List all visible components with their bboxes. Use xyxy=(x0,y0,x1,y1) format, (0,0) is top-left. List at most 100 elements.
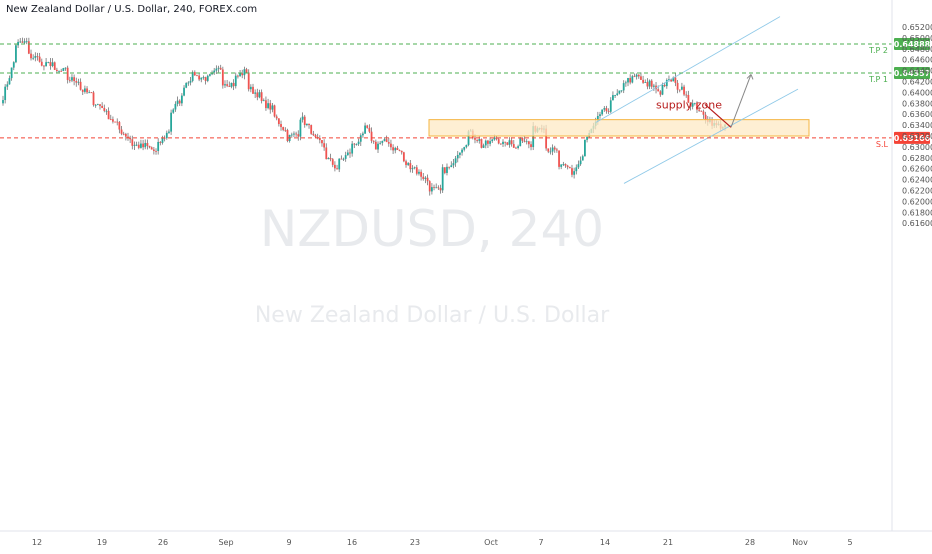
candle-body xyxy=(96,104,99,106)
candle-body xyxy=(430,187,433,192)
candle-body xyxy=(157,141,160,152)
price-levels: T.P 2 0.64888 T.P 1 0.64357 S.L 0.63166 xyxy=(0,38,931,149)
candle-body xyxy=(340,158,343,160)
candle-body xyxy=(191,72,194,81)
candle-body xyxy=(116,121,119,123)
candle-body xyxy=(282,127,285,130)
candle-body xyxy=(198,75,201,80)
candle-body xyxy=(43,65,45,67)
level-price-value: 0.64888 xyxy=(894,40,931,49)
candle-body xyxy=(616,93,619,96)
candle-body xyxy=(420,171,423,177)
candle-body xyxy=(308,123,310,126)
candle-body xyxy=(310,125,313,134)
candle-body xyxy=(693,103,696,105)
candle-body xyxy=(532,126,535,148)
candle-body xyxy=(478,139,481,141)
candle-body xyxy=(323,143,326,148)
candle-body xyxy=(521,137,524,141)
candle-body xyxy=(290,134,293,136)
candle-body xyxy=(262,100,265,102)
candle-body xyxy=(150,147,153,150)
candle-body xyxy=(144,142,147,148)
candle-body xyxy=(424,177,427,179)
candle-body xyxy=(549,151,552,153)
candle-body xyxy=(269,103,272,110)
candle-body xyxy=(224,84,226,86)
price-tick-label: 0.63800 xyxy=(902,99,932,108)
candle-body xyxy=(271,105,274,110)
candle-body xyxy=(657,89,660,92)
candle-body xyxy=(168,131,170,133)
candle-body xyxy=(681,86,683,90)
candle-body xyxy=(209,74,211,76)
candle-body xyxy=(674,77,677,83)
candle-body xyxy=(562,164,565,165)
time-tick-label: 26 xyxy=(158,538,168,547)
candle-body xyxy=(129,137,132,140)
candle-body xyxy=(355,144,358,145)
candle-body xyxy=(566,165,569,168)
candle-body xyxy=(256,92,259,98)
candle-body xyxy=(366,125,369,128)
supply-zone-box xyxy=(428,119,810,137)
candle-body xyxy=(377,143,379,150)
candle-body xyxy=(640,76,642,80)
candle-body xyxy=(60,70,63,72)
candle-body xyxy=(314,135,317,138)
candle-body xyxy=(8,78,11,85)
candle-body xyxy=(295,133,298,135)
candle-body xyxy=(482,145,485,148)
candle-body xyxy=(515,147,517,149)
candle-body xyxy=(601,109,604,115)
candle-body xyxy=(599,114,601,116)
candle-body xyxy=(685,94,688,96)
candle-body xyxy=(467,131,470,145)
candle-body xyxy=(607,111,610,112)
candle-body xyxy=(390,143,392,148)
candle-body xyxy=(325,147,328,160)
candle-body xyxy=(452,163,455,166)
candle-body xyxy=(493,137,496,140)
candle-body xyxy=(579,160,582,165)
candle-body xyxy=(362,133,364,136)
candle-body xyxy=(398,150,401,151)
candle-body xyxy=(189,80,192,83)
candle-body xyxy=(277,118,280,125)
time-tick-label: 21 xyxy=(663,538,673,547)
chart-title: New Zealand Dollar / U.S. Dollar, 240, F… xyxy=(6,4,258,15)
time-tick-label: Oct xyxy=(484,538,498,547)
candle-body xyxy=(303,116,306,125)
candle-body xyxy=(491,139,494,142)
candle-body xyxy=(329,158,332,160)
candle-body xyxy=(122,133,125,135)
price-axis[interactable]: 0.65200 0.65000 0.64800 0.64600 0.64400 0.642… xyxy=(902,23,932,228)
candle-body xyxy=(364,125,366,134)
candle-body xyxy=(64,67,67,69)
candle-body xyxy=(450,165,453,168)
level-price-badge xyxy=(894,131,930,144)
candle-body xyxy=(704,114,707,121)
candle-body xyxy=(392,147,394,151)
candle-body xyxy=(510,140,513,145)
candle-body xyxy=(254,92,257,94)
candle-body xyxy=(196,75,198,77)
candle-body xyxy=(321,140,323,144)
axes xyxy=(0,0,932,532)
candle-body xyxy=(193,72,196,76)
price-tick-label: 0.64000 xyxy=(902,88,932,97)
candle-body xyxy=(301,116,304,120)
time-axis[interactable]: 12 19 26 Sep 9 16 23 Oct 7 14 21 28 Nov 5 xyxy=(32,538,853,547)
price-tick-label: 0.62600 xyxy=(902,165,932,174)
candle-body xyxy=(446,166,448,173)
supply-zone-label: supply zone xyxy=(656,99,722,112)
candle-body xyxy=(497,139,500,144)
candle-body xyxy=(454,158,457,164)
candle-body xyxy=(605,108,608,112)
level-price-badge xyxy=(894,38,930,50)
candle-body xyxy=(504,141,507,143)
projection-arrow-line xyxy=(730,74,752,128)
